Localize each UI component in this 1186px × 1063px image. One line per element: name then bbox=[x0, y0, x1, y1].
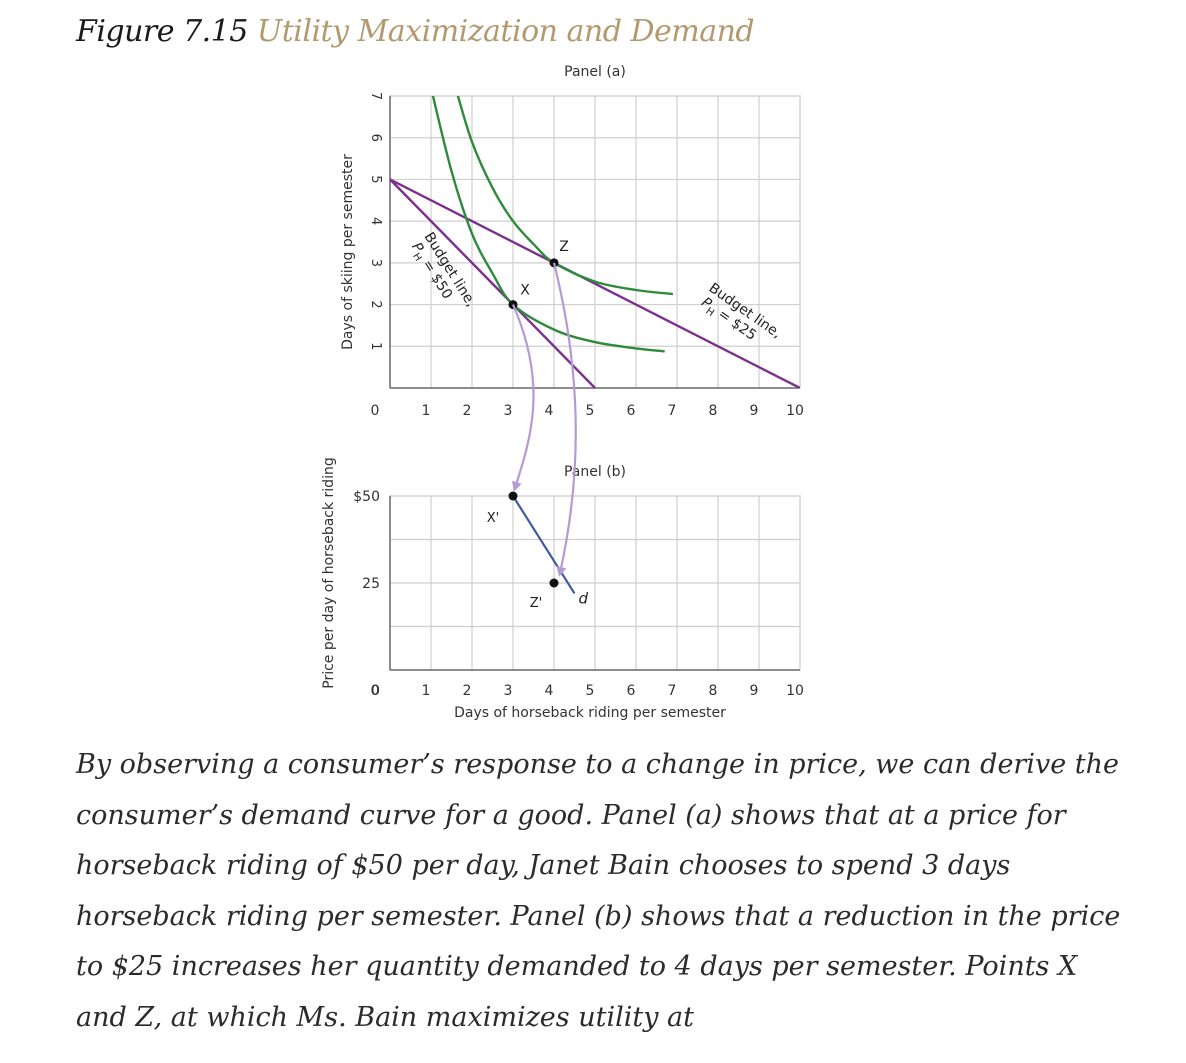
x-tick-label: 4 bbox=[545, 683, 554, 699]
optimum-point-x bbox=[508, 300, 518, 310]
y-tick-label: 0 bbox=[371, 683, 380, 699]
y-tick-label: 6 bbox=[368, 134, 383, 142]
x-tick-label: 8 bbox=[709, 403, 718, 419]
point-label: X bbox=[520, 283, 530, 299]
figure-title: Figure 7.15 Utility Maximization and Dem… bbox=[76, 14, 755, 49]
x-tick-label: 7 bbox=[668, 683, 677, 699]
x-tick-label: 1 bbox=[422, 683, 431, 699]
x-axis-title: Days of horseback riding per semester bbox=[454, 705, 726, 721]
origin-label: 0 bbox=[371, 683, 380, 699]
figure-title-text: Utility Maximization and Demand bbox=[256, 14, 755, 49]
panel-title: Panel (a) bbox=[564, 64, 626, 80]
derivation-arrows bbox=[511, 262, 577, 577]
point-label: Z bbox=[559, 239, 569, 255]
x-tick-label: 5 bbox=[586, 683, 595, 699]
x-tick-label: 9 bbox=[750, 403, 759, 419]
indifference-curve bbox=[456, 96, 674, 296]
budget-line bbox=[390, 178, 800, 388]
y-tick-label: 0 bbox=[371, 403, 380, 419]
figure-number: Figure 7.15 bbox=[76, 14, 248, 49]
y-tick-label: 5 bbox=[368, 175, 383, 183]
x-tick-label: 6 bbox=[627, 683, 636, 699]
y-tick-label: 4 bbox=[368, 217, 383, 225]
budget-line bbox=[390, 178, 596, 388]
x-tick-label: 1 bbox=[422, 403, 431, 419]
y-axis-title: Price per day of horseback riding bbox=[321, 457, 337, 688]
point-label: Z' bbox=[530, 596, 542, 611]
x-tick-label: 3 bbox=[504, 683, 513, 699]
figure-caption: By observing a consumer’s response to a … bbox=[76, 749, 1121, 1033]
x-tick-label: 8 bbox=[709, 683, 718, 699]
y-axis-title: Days of skiing per semester bbox=[340, 154, 356, 350]
x-tick-label: 5 bbox=[586, 403, 595, 419]
x-tick-label: 7 bbox=[668, 403, 677, 419]
demand-point bbox=[549, 578, 559, 588]
x-tick-label: 3 bbox=[504, 403, 513, 419]
demand-point bbox=[508, 491, 518, 501]
y-tick-label: 7 bbox=[368, 92, 383, 100]
x-tick-label: 10 bbox=[786, 403, 804, 419]
x-tick-label: 6 bbox=[627, 403, 636, 419]
panel-b: Panel (b) 0 25 $50 1 2 3 4 5 6 7 8 9 10 Days of horseb… bbox=[321, 457, 804, 721]
x-tick-label: 2 bbox=[463, 403, 472, 419]
y-tick-label: 25 bbox=[362, 576, 380, 592]
panel-title: Panel (b) bbox=[564, 464, 626, 480]
y-tick-label: $50 bbox=[353, 489, 380, 505]
y-tick-label: 3 bbox=[368, 259, 383, 267]
point-label: X' bbox=[487, 511, 499, 526]
demand-curve bbox=[512, 495, 576, 595]
x-tick-label: 10 bbox=[786, 683, 804, 699]
y-tick-label: 1 bbox=[368, 342, 383, 350]
demand-curve-label: d bbox=[579, 589, 589, 607]
x-tick-label: 4 bbox=[545, 403, 554, 419]
arrow-x-to-xprime bbox=[511, 304, 535, 492]
panel-a: Panel (a) 0 1 2 3 4 5 6 7 1 2 3 4 5 6 7 8 9 10 Days of skii… bbox=[340, 64, 804, 419]
x-tick-label: 2 bbox=[463, 683, 472, 699]
arrow-z-to-zprime bbox=[552, 262, 577, 577]
y-tick-label: 2 bbox=[368, 300, 383, 308]
x-tick-label: 9 bbox=[750, 683, 759, 699]
